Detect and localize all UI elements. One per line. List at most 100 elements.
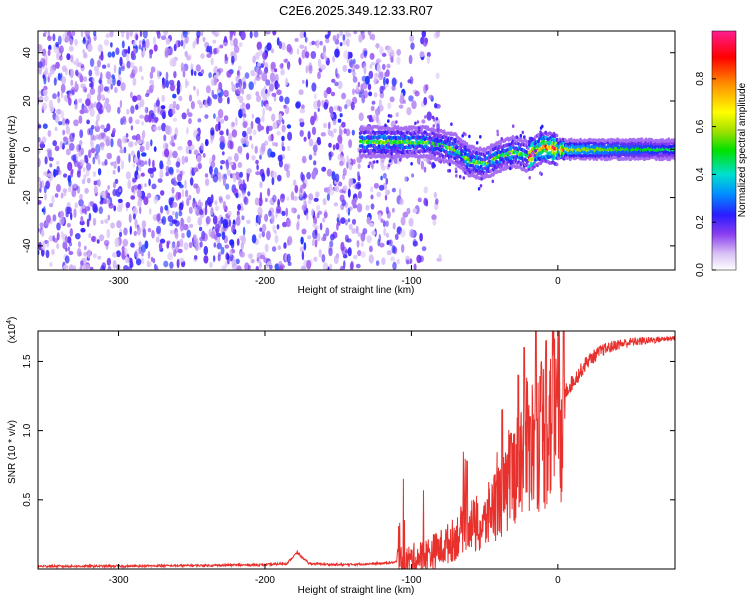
spectrogram-noise-cell: [78, 115, 83, 124]
spectrogram-noise-cell: [97, 134, 102, 141]
spectrogram-noise-cell: [261, 114, 265, 123]
spectrogram-noise-cell: [357, 190, 362, 199]
spectrogram-noise-cell: [106, 228, 111, 239]
spectrogram-noise-cell: [64, 35, 70, 43]
spectrogram-noise-cell: [215, 205, 220, 212]
spectrogram-scatter-cell: [445, 151, 448, 155]
spectrogram-noise-cell: [169, 150, 173, 158]
spectrogram-noise-cell: [210, 78, 215, 87]
spectrogram-noise-cell: [231, 129, 238, 138]
spectrogram-noise-cell: [188, 118, 192, 125]
spectrogram-noise-cell: [267, 148, 273, 158]
spectrogram-noise-cell: [104, 218, 109, 224]
spectrogram-noise-cell: [105, 71, 112, 80]
spectrogram-noise-cell: [202, 153, 206, 158]
spectrogram-noise-cell: [68, 45, 74, 52]
spectrogram-noise-cell: [73, 182, 77, 189]
spectrogram-noise-cell: [225, 194, 231, 200]
spectrogram-noise-cell: [160, 205, 164, 214]
spectrogram-noise-cell: [182, 39, 186, 50]
spectrogram-noise-cell: [156, 225, 162, 235]
spectrogram-scatter-cell: [496, 129, 499, 134]
spectrogram-noise-cell: [51, 248, 55, 256]
spectrogram-noise-cell: [150, 139, 153, 147]
spectrogram-noise-cell: [312, 229, 318, 240]
spectrogram-noise-cell: [364, 75, 370, 85]
spectrogram-noise-cell: [220, 160, 226, 165]
spectrogram-scatter-cell: [431, 115, 435, 120]
spectrogram-noise-cell: [219, 118, 225, 124]
spectrogram-noise-cell: [374, 108, 381, 116]
spectrogram-noise-cell: [125, 201, 131, 209]
spectrogram-noise-cell: [89, 82, 93, 88]
spectrogram-noise-cell: [230, 121, 235, 130]
spectrogram-noise-cell: [268, 135, 273, 142]
spectrogram-noise-cell: [402, 211, 409, 218]
spectrogram-noise-cell: [370, 203, 375, 210]
spectrogram-noise-cell: [152, 159, 155, 169]
spectrogram-noise-cell: [246, 93, 252, 101]
spectrogram-noise-cell: [221, 151, 225, 156]
spectrogram-noise-cell: [182, 31, 188, 38]
spectrogram-noise-cell: [56, 222, 61, 231]
snr-panel: -300 -200 -100 0 0.51.01.5 Height of straig…: [6, 317, 676, 596]
spectrogram-noise-cell: [241, 77, 245, 84]
spectrogram-noise-cell: [392, 261, 397, 270]
spectrogram-noise-cell: [57, 73, 61, 81]
spectrogram-heatmap: [38, 31, 675, 270]
spectrogram-noise-cell: [339, 42, 343, 47]
spectrogram-noise-cell: [329, 113, 334, 119]
spectrogram-noise-cell: [65, 247, 68, 252]
snr-y-axis-label: SNR (10 * v/v): [7, 420, 18, 484]
spectrogram-noise-cell: [301, 49, 306, 59]
spectrogram-noise-cell: [39, 222, 44, 228]
spectrogram-noise-cell: [147, 167, 154, 174]
spectrogram-noise-cell: [360, 251, 366, 258]
spectrogram-noise-cell: [38, 124, 42, 129]
spectrogram-noise-cell: [83, 76, 88, 82]
spectrogram-noise-cell: [412, 208, 418, 214]
spectrogram-scatter-cell: [539, 133, 543, 137]
spectrogram-noise-cell: [156, 31, 161, 39]
spectrogram-noise-cell: [79, 74, 84, 83]
spectrogram-noise-cell: [391, 85, 396, 91]
spectrogram-noise-cell: [385, 78, 389, 85]
spectrogram-noise-cell: [308, 138, 314, 147]
spectrogram-noise-cell: [119, 145, 123, 150]
spectrogram-noise-cell: [177, 181, 182, 187]
spectrogram-noise-cell: [345, 208, 349, 213]
spectrogram-noise-cell: [41, 241, 46, 251]
spectrogram-noise-cell: [311, 238, 316, 247]
spectrogram-noise-cell: [171, 201, 178, 208]
spectrogram-noise-cell: [259, 146, 265, 155]
spectrogram-noise-cell: [254, 145, 258, 154]
spectrogram-noise-cell: [334, 81, 339, 87]
spectrogram-noise-cell: [86, 162, 92, 171]
spectrogram-noise-cell: [172, 150, 178, 159]
spectrogram-scatter-cell: [533, 153, 537, 158]
spectrogram-noise-cell: [136, 139, 143, 145]
spectrogram-noise-cell: [258, 233, 262, 239]
spectrogram-noise-cell: [259, 154, 262, 160]
spectrogram-noise-cell: [307, 199, 312, 205]
spectrogram-noise-cell: [287, 131, 293, 141]
spectrogram-noise-cell: [268, 83, 274, 92]
spectrogram-noise-cell: [100, 53, 104, 61]
spectrogram-noise-cell: [52, 33, 56, 42]
spectrogram-noise-cell: [410, 42, 415, 50]
spectrogram-scatter-cell: [463, 171, 467, 175]
spectrogram-noise-cell: [214, 32, 219, 37]
spectrogram-noise-cell: [396, 258, 400, 265]
spectrogram-noise-cell: [297, 214, 300, 220]
spectrogram-noise-cell: [125, 171, 131, 180]
spectrogram-noise-cell: [51, 64, 57, 70]
spectrogram-noise-cell: [383, 76, 386, 86]
spectrogram-noise-cell: [113, 64, 117, 74]
spectrogram-noise-cell: [155, 236, 160, 243]
spectrogram-noise-cell: [72, 132, 75, 139]
spectrogram-noise-cell: [88, 233, 91, 239]
spectrogram-noise-cell: [255, 75, 261, 81]
spectrogram-noise-cell: [138, 241, 142, 247]
spectrogram-noise-cell: [98, 206, 104, 215]
spectrogram-noise-cell: [345, 32, 352, 38]
